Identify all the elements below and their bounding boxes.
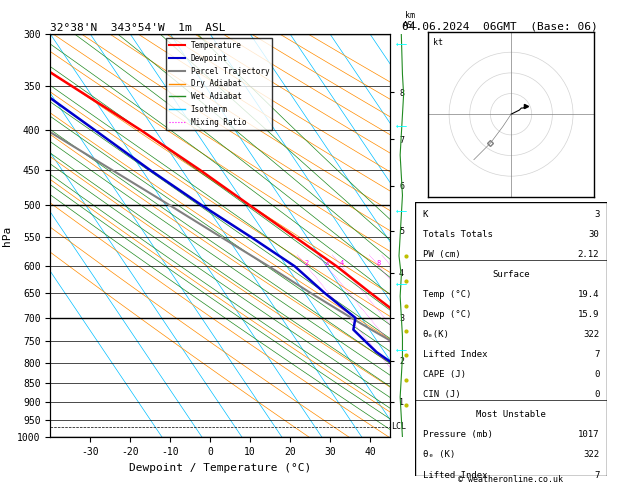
Text: 8: 8: [377, 260, 381, 266]
Text: θₑ (K): θₑ (K): [423, 451, 455, 459]
Text: 1017: 1017: [578, 431, 599, 439]
Text: Surface: Surface: [493, 270, 530, 279]
Text: Most Unstable: Most Unstable: [476, 410, 546, 419]
Text: ←–: ←–: [396, 39, 407, 49]
Text: km
ASL: km ASL: [403, 11, 418, 30]
Text: 32°38'N  343°54'W  1m  ASL: 32°38'N 343°54'W 1m ASL: [50, 23, 226, 33]
Text: CAPE (J): CAPE (J): [423, 370, 466, 379]
Text: 3: 3: [594, 210, 599, 219]
Text: CIN (J): CIN (J): [423, 390, 460, 399]
X-axis label: Dewpoint / Temperature (°C): Dewpoint / Temperature (°C): [129, 463, 311, 473]
Text: 2: 2: [304, 260, 309, 266]
Text: 7: 7: [594, 350, 599, 359]
Text: 0: 0: [594, 370, 599, 379]
Text: 15.9: 15.9: [578, 310, 599, 319]
Text: Pressure (mb): Pressure (mb): [423, 431, 493, 439]
Text: PW (cm): PW (cm): [423, 250, 460, 259]
Text: ←–: ←–: [396, 122, 407, 131]
Text: K: K: [423, 210, 428, 219]
Text: Lifted Index: Lifted Index: [423, 350, 487, 359]
Text: ←–: ←–: [396, 345, 407, 355]
Text: 19.4: 19.4: [578, 290, 599, 299]
Text: LCL: LCL: [391, 422, 406, 431]
Text: ←–: ←–: [396, 207, 407, 216]
Text: Dewp (°C): Dewp (°C): [423, 310, 471, 319]
Y-axis label: hPa: hPa: [1, 226, 11, 246]
Text: 0: 0: [594, 390, 599, 399]
Text: 322: 322: [583, 451, 599, 459]
Text: 30: 30: [589, 230, 599, 239]
Legend: Temperature, Dewpoint, Parcel Trajectory, Dry Adiabat, Wet Adiabat, Isotherm, Mi: Temperature, Dewpoint, Parcel Trajectory…: [166, 38, 272, 130]
Text: kt: kt: [433, 38, 443, 47]
Text: 7: 7: [594, 470, 599, 480]
Text: 2.12: 2.12: [578, 250, 599, 259]
Text: Lifted Index: Lifted Index: [423, 470, 487, 480]
Text: Temp (°C): Temp (°C): [423, 290, 471, 299]
Text: 04.06.2024  06GMT  (Base: 06): 04.06.2024 06GMT (Base: 06): [402, 22, 598, 32]
Text: 322: 322: [583, 330, 599, 339]
Text: Totals Totals: Totals Totals: [423, 230, 493, 239]
Text: ←–: ←–: [396, 279, 407, 289]
Text: θₑ(K): θₑ(K): [423, 330, 450, 339]
Text: © weatheronline.co.uk: © weatheronline.co.uk: [459, 474, 563, 484]
Text: 4: 4: [340, 260, 343, 266]
Text: 3: 3: [325, 260, 329, 266]
